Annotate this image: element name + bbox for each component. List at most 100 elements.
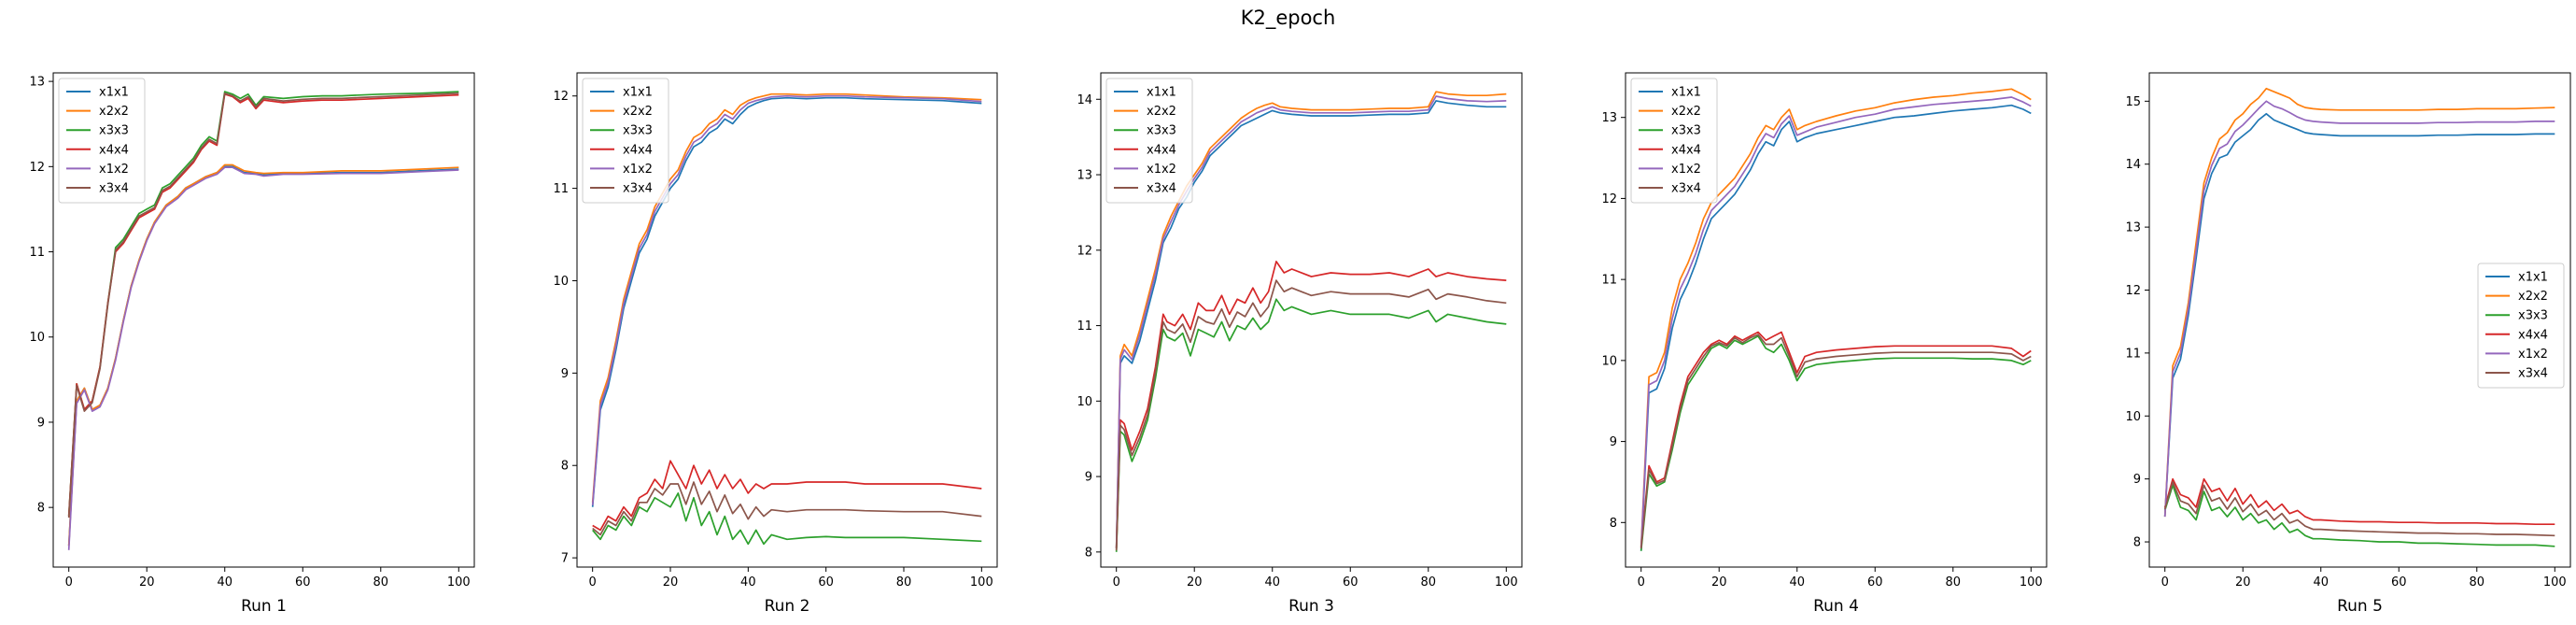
series-line-x1x2	[2163, 100, 2555, 518]
y-tick-label: 8	[37, 502, 45, 516]
y-tick-label: 12	[1601, 192, 1617, 206]
y-tick-label: 13	[2125, 221, 2141, 235]
x-tick-label: 80	[896, 575, 912, 589]
y-tick-label: 13	[1077, 169, 1092, 183]
legend-label: x1x1	[2518, 271, 2548, 285]
axes-frame	[1625, 72, 2048, 568]
y-tick-label: 11	[1077, 320, 1092, 334]
legend-label: x4x4	[1671, 143, 1701, 157]
x-tick-label: 0	[65, 575, 73, 589]
legend-box	[582, 78, 669, 204]
legend-label: x4x4	[623, 143, 653, 157]
y-tick-label: 12	[1077, 244, 1092, 258]
series-line-x3x3	[1640, 334, 2032, 551]
legend-label: x2x2	[1147, 105, 1176, 119]
legend-box	[1630, 78, 1718, 204]
series-line-x1x1	[1115, 100, 1507, 548]
y-tick-label: 9	[1610, 435, 1617, 449]
axes-frame	[2148, 72, 2571, 568]
y-tick-label: 11	[29, 246, 45, 260]
x-tick-label: 60	[295, 575, 311, 589]
y-tick-label: 9	[2133, 473, 2141, 487]
series-line-x2x2	[591, 92, 982, 503]
legend-label: x1x1	[1147, 86, 1176, 100]
legend-label: x1x1	[1671, 86, 1701, 100]
legend-label: x1x2	[623, 163, 653, 177]
series-line-x2x2	[1115, 91, 1507, 548]
x-tick-label: 0	[589, 575, 597, 589]
legend-box	[1105, 78, 1193, 204]
legend-label: x4x4	[99, 143, 129, 157]
legend-label: x4x4	[1147, 143, 1176, 157]
y-tick-label: 11	[553, 182, 569, 196]
legend-label: x3x3	[2518, 309, 2548, 323]
legend: x1x1 x2x2 x3x3 x4x4 x1x2 x3x4	[1105, 78, 1193, 204]
series-line-x3x4	[1115, 279, 1507, 551]
x-tick-label: 20	[1711, 575, 1727, 589]
legend-box	[2477, 263, 2565, 389]
legend-label: x3x4	[1147, 182, 1176, 196]
x-tick-label: 40	[1789, 575, 1805, 589]
y-tick-label: 14	[1077, 93, 1092, 107]
legend-label: x2x2	[2518, 290, 2548, 304]
legend-label: x1x2	[1147, 163, 1176, 177]
series-line-x3x3	[2163, 484, 2555, 547]
y-tick-label: 9	[561, 367, 569, 381]
x-tick-label: 100	[1495, 575, 1518, 589]
x-axis-label: Run 5	[2337, 597, 2383, 616]
y-tick-label: 8	[1610, 517, 1617, 531]
x-tick-label: 40	[2313, 575, 2329, 589]
x-tick-label: 0	[2161, 575, 2169, 589]
legend: x1x1 x2x2 x3x3 x4x4 x1x2 x3x4	[1630, 78, 1718, 204]
x-tick-label: 80	[2470, 575, 2485, 589]
series-line-x4x4	[1640, 331, 2032, 547]
y-tick-label: 9	[1085, 471, 1092, 485]
axes-frame	[52, 72, 475, 568]
subplot-run-3: 0 20 40 60 80 100 8 9 10 11 12 13 14 Run 3 x1x1 x2x2 x3x…	[1077, 72, 1523, 616]
series-line-x3x3	[1115, 298, 1507, 552]
series-line-x3x4	[67, 92, 459, 518]
x-tick-label: 80	[1421, 575, 1437, 589]
x-tick-label: 40	[740, 575, 756, 589]
series-line-x1x2	[591, 94, 982, 505]
series-line-x3x4	[592, 481, 982, 536]
x-tick-label: 80	[373, 575, 389, 589]
y-tick-label: 8	[561, 460, 569, 474]
x-tick-label: 20	[2235, 575, 2251, 589]
series-line-x1x2	[1115, 95, 1507, 548]
x-axis-label: Run 4	[1813, 597, 1859, 616]
series-line-x3x3	[592, 492, 982, 546]
subplot-run-2: 0 20 40 60 80 100 7 8 9 10 11 12 Run 2 x1x1 x2x2 x3x3 x4…	[553, 72, 998, 616]
x-tick-label: 20	[139, 575, 155, 589]
y-tick-label: 13	[29, 76, 45, 90]
y-tick-label: 8	[1085, 546, 1092, 560]
legend-label: x2x2	[623, 105, 653, 119]
legend-label: x1x2	[99, 163, 129, 177]
x-tick-label: 60	[1343, 575, 1358, 589]
x-tick-label: 60	[2391, 575, 2407, 589]
x-tick-label: 60	[818, 575, 834, 589]
y-tick-label: 12	[2125, 284, 2141, 298]
x-axis-label: Run 2	[765, 597, 810, 616]
y-tick-label: 13	[1601, 111, 1617, 125]
x-tick-label: 0	[1638, 575, 1645, 589]
y-tick-label: 10	[2125, 410, 2141, 424]
y-tick-label: 15	[2125, 95, 2141, 109]
legend-label: x3x3	[623, 124, 653, 138]
y-tick-label: 14	[2125, 158, 2141, 172]
x-tick-label: 20	[663, 575, 679, 589]
y-tick-label: 8	[2133, 536, 2141, 550]
y-tick-label: 10	[29, 331, 45, 345]
legend-label: x4x4	[2518, 328, 2548, 342]
legend-label: x1x2	[2518, 348, 2548, 362]
series-line-x1x2	[67, 166, 459, 550]
series-line-x3x4	[2163, 481, 2555, 537]
x-tick-label: 100	[2020, 575, 2043, 589]
axes-frame	[1100, 72, 1523, 568]
y-tick-label: 12	[29, 161, 45, 175]
series-line-x2x2	[1640, 88, 2032, 547]
